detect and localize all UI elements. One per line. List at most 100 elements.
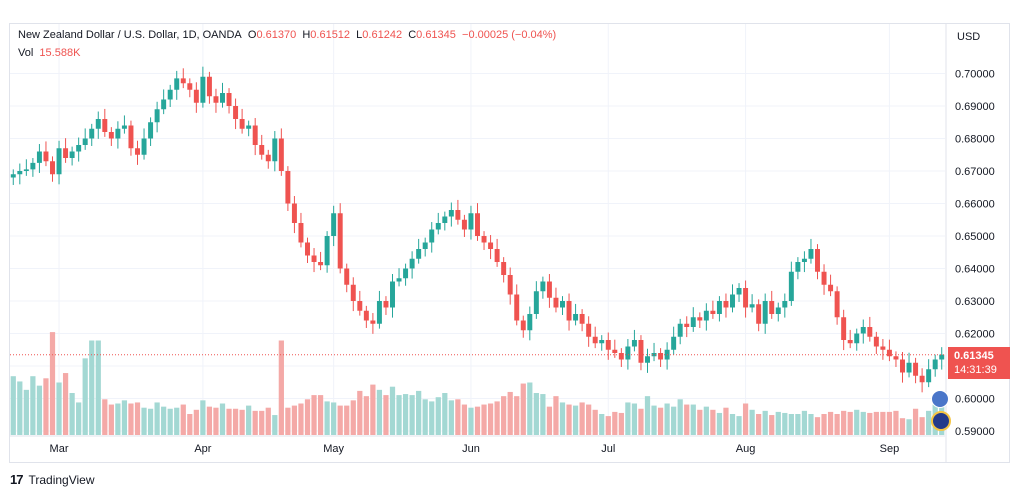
- candle-body: [76, 145, 82, 152]
- candle-body: [291, 203, 297, 223]
- volume-bar: [324, 401, 330, 435]
- currency-label[interactable]: USD: [957, 31, 981, 43]
- volume-bar: [121, 400, 128, 435]
- candle-body: [886, 349, 892, 357]
- low-label: L: [356, 29, 363, 41]
- candle-body: [311, 255, 317, 262]
- volume-bar: [886, 411, 893, 435]
- candle-body: [815, 249, 820, 272]
- volume-bar: [76, 402, 82, 435]
- candle-body: [435, 223, 441, 230]
- candle-body: [684, 323, 690, 327]
- volume-bar: [344, 405, 350, 435]
- volume-bar: [487, 403, 494, 435]
- volume-bar: [906, 419, 912, 435]
- y-tick-label: 0.67000: [955, 166, 995, 178]
- volume-bar: [30, 376, 36, 435]
- volume-bar: [396, 395, 402, 435]
- candle-body: [939, 354, 945, 360]
- candle-body: [932, 359, 938, 370]
- candle-body: [17, 171, 23, 175]
- volume-bar: [370, 384, 376, 435]
- candle-body: [10, 174, 16, 178]
- candle-body: [350, 284, 356, 301]
- candle-body: [252, 125, 258, 145]
- candle-body: [769, 301, 775, 314]
- volume-bar: [147, 408, 154, 435]
- volume-bar: [612, 411, 618, 435]
- candle-body: [573, 314, 579, 321]
- candle-body: [501, 262, 507, 275]
- candle-body: [553, 297, 559, 308]
- candle-body: [527, 314, 533, 331]
- candle-body: [834, 291, 840, 318]
- nz-flag-icon[interactable]: [931, 411, 951, 431]
- candle-body: [592, 336, 598, 344]
- volume-bar: [108, 404, 114, 435]
- symbol-title[interactable]: New Zealand Dollar / U.S. Dollar, 1D, OA…: [18, 29, 242, 41]
- volume-bar: [540, 394, 546, 435]
- candle-body: [429, 229, 435, 243]
- candle-body: [906, 362, 912, 373]
- y-tick-label: 0.66000: [955, 199, 995, 211]
- candle-body: [409, 258, 415, 269]
- candle-body: [141, 138, 147, 155]
- candle-body: [736, 288, 742, 295]
- brand-name: TradingView: [28, 472, 95, 487]
- volume-bar: [272, 415, 278, 435]
- volume-bar: [716, 412, 723, 435]
- volume-bar: [115, 403, 121, 435]
- candle-body: [422, 242, 428, 249]
- volume-bar: [762, 410, 768, 435]
- candle-body: [331, 213, 337, 236]
- candle-body: [730, 294, 735, 308]
- volume-bar: [187, 414, 193, 435]
- volume-bar: [304, 399, 311, 435]
- volume-bar: [213, 407, 219, 435]
- volume-legend: Vol 15.588K: [18, 47, 80, 59]
- volume-bar: [357, 390, 363, 435]
- volume-bar: [742, 403, 749, 435]
- volume-bar: [422, 399, 428, 435]
- volume-bar: [455, 399, 461, 435]
- volume-bar: [161, 406, 167, 435]
- candle-body: [743, 288, 749, 308]
- volume-bar: [559, 402, 566, 435]
- candle-body: [259, 145, 265, 155]
- candle-body: [121, 125, 127, 129]
- candle-body: [926, 369, 932, 383]
- candle-body: [586, 323, 592, 337]
- x-tick-label: Apr: [194, 443, 211, 455]
- candle-body: [448, 210, 454, 217]
- volume-bar: [821, 414, 827, 435]
- candle-body: [363, 310, 369, 321]
- candle-body: [206, 76, 212, 97]
- volume-bar: [252, 410, 258, 435]
- volume-bar: [671, 406, 677, 435]
- candle-body: [89, 128, 95, 139]
- volume-bar: [298, 403, 304, 435]
- volume-bar: [919, 417, 925, 435]
- candle-body: [475, 213, 480, 236]
- candle-body: [278, 138, 284, 171]
- candle-body: [69, 151, 75, 158]
- volume-bar: [461, 404, 468, 435]
- volume-bar: [10, 376, 16, 435]
- candle-body: [854, 333, 860, 344]
- volume-bar: [95, 340, 101, 435]
- volume-bar: [572, 405, 579, 435]
- volume-bar: [49, 332, 56, 435]
- volume-bar: [409, 395, 415, 435]
- candle-body: [631, 340, 637, 347]
- bar-countdown: 14:31:39: [954, 364, 997, 376]
- volume-bar: [442, 393, 448, 435]
- volume-bar: [599, 414, 605, 435]
- x-tick-label: Sep: [880, 443, 900, 455]
- candle-body: [239, 119, 245, 129]
- us-flag-icon[interactable]: [931, 390, 949, 408]
- candle-body: [893, 356, 899, 360]
- candle-body: [723, 301, 729, 308]
- y-tick-label: 0.68000: [955, 134, 995, 146]
- brand[interactable]: 17 TradingView: [10, 472, 95, 487]
